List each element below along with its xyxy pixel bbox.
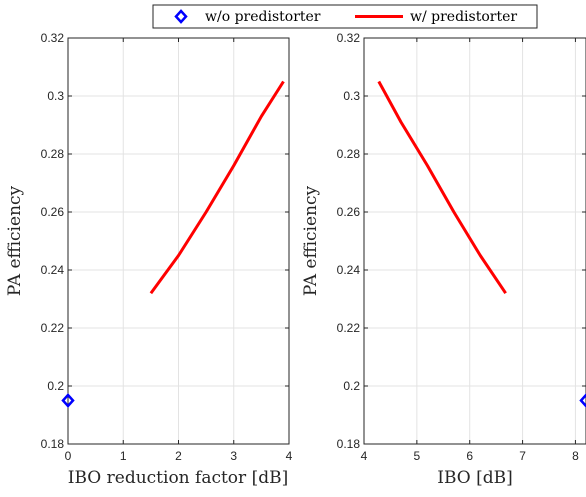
axes-frame xyxy=(363,37,586,445)
y-tick-label-6: 0.3 xyxy=(343,89,360,103)
y-tick-label-4: 0.26 xyxy=(337,205,361,219)
y-tick-label-1: 0.2 xyxy=(343,379,360,393)
y-tick-label-5: 0.28 xyxy=(337,147,361,161)
right-plot: 4 5 6 7 8 0.18 0.2 0.22 0.24 0.26 0.28 0.3 0.32 IBO [… xyxy=(301,31,586,488)
x-axis-label: IBO reduction factor [dB] xyxy=(68,468,288,488)
legend: w/o predistorter w/ predistorter xyxy=(152,4,538,29)
y-tick-label-7: 0.32 xyxy=(41,31,65,45)
x-tick-label-1: 5 xyxy=(414,449,421,463)
y-tick-label-4: 0.26 xyxy=(41,205,65,219)
y-tick-label-3: 0.24 xyxy=(337,263,361,277)
x-tick-label-4: 8 xyxy=(572,449,579,463)
data-point-diamond xyxy=(579,393,586,408)
legend-box xyxy=(152,4,538,29)
y-tick-label-2: 0.22 xyxy=(41,321,65,335)
y-axis-label: PA efficiency xyxy=(301,185,321,296)
series-line-with-predistorter xyxy=(149,80,285,295)
y-axis-label: PA efficiency xyxy=(5,185,25,296)
y-tick-label-0: 0.18 xyxy=(41,437,65,451)
y-tick-label-2: 0.22 xyxy=(337,321,361,335)
legend-label-without: w/o predistorter xyxy=(205,9,321,25)
x-tick-label-0: 4 xyxy=(361,449,368,463)
x-tick-label-2: 2 xyxy=(175,449,182,463)
legend-diamond-marker xyxy=(174,9,188,24)
y-tick-label-1: 0.2 xyxy=(47,379,64,393)
x-tick-label-4: 4 xyxy=(286,449,293,463)
x-tick-label-3: 7 xyxy=(519,449,526,463)
y-tick-label-7: 0.32 xyxy=(337,31,361,45)
data-point-diamond xyxy=(61,393,75,408)
series-line-with-predistorter xyxy=(377,80,507,295)
x-tick-label-2: 6 xyxy=(466,449,473,463)
left-plot: 0 1 2 3 4 0.18 0.2 0.22 0.24 0.26 0.28 0.3 0.32 IBO r… xyxy=(5,31,293,488)
y-tick-label-6: 0.3 xyxy=(47,89,64,103)
x-tick-label-0: 0 xyxy=(65,449,72,463)
x-tick-label-1: 1 xyxy=(120,449,127,463)
legend-label-with: w/ predistorter xyxy=(410,9,517,25)
y-tick-label-0: 0.18 xyxy=(337,437,361,451)
x-axis-label: IBO [dB] xyxy=(437,468,513,488)
y-tick-label-3: 0.24 xyxy=(41,263,65,277)
x-tick-label-3: 3 xyxy=(230,449,237,463)
y-tick-label-5: 0.28 xyxy=(41,147,65,161)
